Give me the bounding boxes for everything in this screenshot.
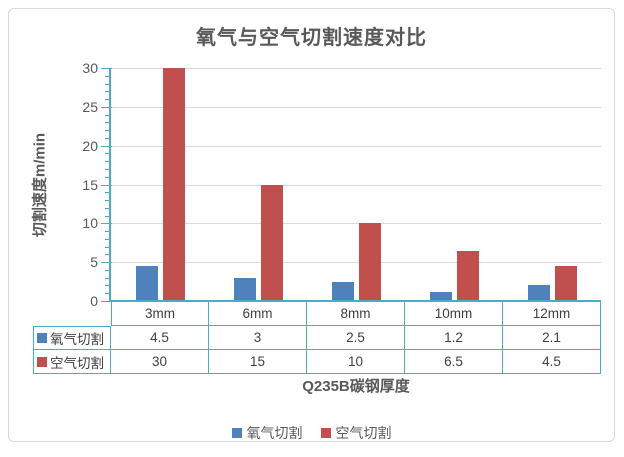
y-axis-major-tick — [101, 301, 112, 302]
bar-group-10mm — [405, 68, 503, 301]
y-axis-minor-tick — [105, 238, 109, 240]
gridline — [111, 223, 601, 225]
y-axis-minor-tick — [105, 168, 109, 170]
y-axis-tick-label: 5 — [90, 254, 98, 271]
table-header-3mm: 3mm — [111, 302, 209, 326]
legend-label: 空气切割 — [335, 425, 392, 441]
y-axis-major-tick — [101, 68, 112, 69]
table-value-cell: 30 — [111, 350, 209, 374]
y-axis-minor-tick — [105, 200, 109, 202]
y-axis-minor-tick — [105, 99, 109, 101]
legend-key-icon — [37, 356, 47, 367]
y-axis-major-tick — [101, 145, 112, 147]
y-axis-tick-label: 15 — [82, 176, 98, 193]
y-axis-tick-label: 20 — [82, 137, 98, 154]
table-value-cell: 10 — [307, 350, 405, 374]
legend-item-氧气切割[interactable]: 氧气切割 — [231, 423, 303, 443]
table-series-name: 氧气切割 — [50, 332, 104, 347]
table-value-cell: 1.2 — [405, 326, 503, 350]
legend-swatch-icon — [231, 428, 242, 438]
y-axis-minor-tick — [105, 246, 109, 248]
y-axis-minor-tick — [105, 114, 109, 116]
y-axis-minor-tick — [105, 293, 109, 295]
table-header-12mm: 12mm — [503, 302, 601, 326]
table-rowheader-空气切割: 空气切割 — [33, 350, 111, 374]
x-axis-title[interactable]: Q235B碳钢厚度 — [302, 378, 410, 395]
y-axis-tick-label: 10 — [82, 215, 98, 232]
bar-空气切割-6mm[interactable] — [260, 184, 283, 301]
y-axis-major-tick — [101, 184, 112, 186]
bar-空气切割-8mm[interactable] — [358, 223, 381, 301]
y-axis-tick-label: 30 — [82, 60, 98, 76]
table-value-cell: 4.5 — [503, 350, 601, 374]
table-header-10mm: 10mm — [405, 302, 503, 326]
table-value-cell: 6.5 — [405, 350, 503, 374]
legend-swatch-icon — [320, 428, 331, 438]
gridline — [111, 184, 601, 186]
bar-空气切割-12mm[interactable] — [554, 266, 577, 301]
table-rowheader-氧气切割: 氧气切割 — [33, 326, 111, 350]
bar-氧气切割-6mm[interactable] — [233, 277, 256, 301]
bar-group-3mm — [111, 68, 209, 301]
y-axis-minor-tick — [105, 192, 109, 194]
bar-氧气切割-10mm[interactable] — [429, 291, 452, 301]
y-axis-minor-tick — [105, 176, 109, 178]
y-axis-minor-tick — [105, 161, 109, 163]
bar-空气切割-3mm[interactable] — [162, 68, 185, 301]
table-series-name: 空气切割 — [50, 355, 104, 371]
y-axis-minor-tick — [105, 269, 109, 271]
y-axis-minor-tick — [105, 91, 109, 93]
y-axis-minor-tick — [105, 137, 109, 139]
table-header-8mm: 8mm — [307, 302, 405, 326]
y-axis-minor-tick — [105, 285, 109, 287]
bar-氧气切割-12mm[interactable] — [527, 284, 550, 301]
gridline — [111, 262, 601, 264]
legend-label: 氧气切割 — [246, 425, 303, 441]
table-value-cell: 3 — [209, 326, 307, 350]
table-value-cell: 15 — [209, 350, 307, 374]
y-axis-minor-tick — [105, 277, 109, 279]
table-value-cell: 2.1 — [503, 326, 601, 350]
y-axis-major-tick — [101, 106, 112, 108]
y-axis-minor-tick — [105, 83, 109, 85]
chart-title[interactable]: 氧气与空气切割速度对比 — [196, 27, 427, 49]
bar-氧气切割-8mm[interactable] — [331, 281, 354, 301]
gridline — [111, 106, 601, 108]
table-header-6mm: 6mm — [209, 302, 307, 326]
bar-groups — [111, 68, 601, 301]
y-axis-title[interactable]: 切割速度m/min — [31, 132, 49, 238]
bar-氧气切割-3mm[interactable] — [135, 266, 158, 301]
table-value-cell: 4.5 — [111, 326, 209, 350]
chart-data-table: 3mm 6mm 8mm 10mm 12mm 氧气切割 4.5 3 2.5 1.2 2.1 空气切割 30… — [33, 302, 601, 374]
y-axis-major-tick — [101, 223, 112, 225]
y-axis-major-tick — [101, 262, 112, 264]
chart-legend: 氧气切割 空气切割 — [9, 423, 614, 443]
bar-group-8mm — [307, 68, 405, 301]
y-axis-tick-label: 0 — [90, 293, 98, 309]
y-axis-tick-label: 25 — [82, 98, 98, 115]
y-axis-minor-tick — [105, 231, 109, 233]
x-axis-line — [109, 300, 601, 302]
bar-group-6mm — [209, 68, 307, 301]
y-axis-minor-tick — [105, 215, 109, 217]
y-axis-minor-tick — [105, 254, 109, 256]
gridline — [111, 145, 601, 147]
y-axis-minor-tick — [105, 75, 109, 77]
gridline — [111, 68, 601, 69]
legend-item-空气切割[interactable]: 空气切割 — [320, 423, 392, 443]
plot-area[interactable] — [111, 68, 601, 301]
y-axis-minor-tick — [105, 130, 109, 132]
bar-空气切割-10mm[interactable] — [456, 250, 479, 301]
y-axis-minor-tick — [105, 153, 109, 155]
table-value-cell: 2.5 — [307, 326, 405, 350]
legend-key-icon — [37, 333, 47, 343]
bar-group-12mm — [503, 68, 601, 301]
y-axis-minor-tick — [105, 122, 109, 124]
y-axis-minor-tick — [105, 207, 109, 209]
chart-frame[interactable]: 氧气与空气切割速度对比 切割速度m/min 3mm 6mm 8mm 10mm 12mm 氧… — [8, 8, 615, 442]
